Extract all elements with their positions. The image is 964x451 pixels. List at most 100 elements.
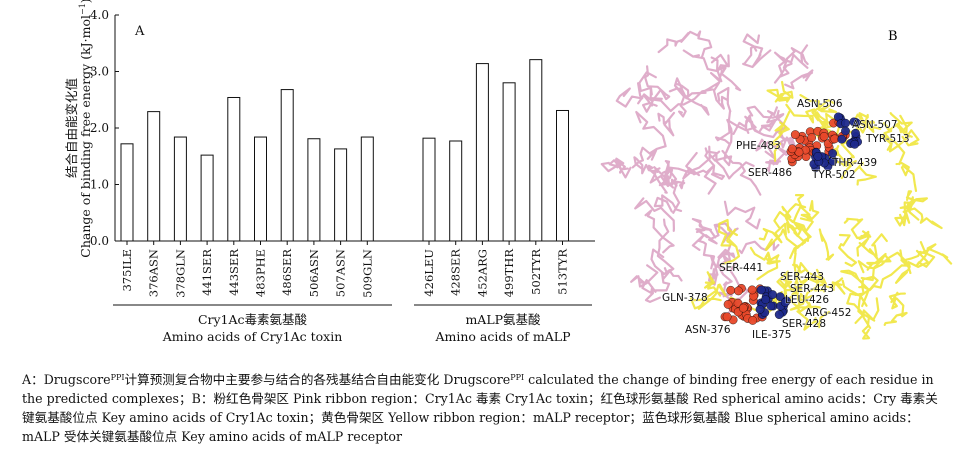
bar	[200, 154, 214, 242]
blue-sphere	[841, 118, 850, 128]
y-tick-label: 3.0	[90, 65, 109, 79]
panel-a-label: A	[134, 24, 145, 39]
bar	[173, 136, 187, 242]
red-sphere	[722, 312, 732, 322]
x-tick-label: 426LEU	[422, 249, 436, 297]
bar	[307, 138, 321, 242]
panel-b-label: B	[888, 29, 898, 44]
x-tick-label: 376ASN	[147, 249, 161, 297]
group-label-en: Amino acids of Cry1Ac toxin	[162, 329, 343, 344]
red-sphere	[723, 299, 733, 309]
residue-label: SER-428	[782, 318, 826, 330]
y-axis-label: 结合自由能变化值 Change of binding free energy (…	[64, 0, 93, 258]
bars	[120, 59, 569, 242]
x-tick-label: 378GLN	[173, 249, 187, 298]
group-label-en: Amino acids of mALP	[435, 329, 571, 344]
red-sphere	[819, 131, 829, 141]
red-sphere	[787, 144, 797, 154]
blue-sphere	[766, 301, 776, 311]
yellow-ribbon-malp	[689, 80, 953, 340]
y-axis-label-sup: −1	[78, 3, 87, 15]
bar	[556, 109, 569, 242]
y-axis-label-en: Change of binding free energy (kJ·mol	[78, 15, 93, 258]
x-tick-label: 506ASN	[307, 249, 321, 297]
residue-label: SER-443	[790, 283, 834, 295]
x-tick-label: 441SER	[200, 249, 214, 296]
residue-label: ASN-507	[852, 119, 898, 131]
figure: A 结合自由能变化值 Change of binding free energy…	[64, 0, 953, 344]
red-sphere	[794, 147, 804, 157]
svg-text:结合自由能变化值: 结合自由能变化值	[64, 78, 79, 178]
x-tick-label: 499THR	[502, 249, 516, 298]
residue-label: SER-486	[748, 167, 792, 179]
blue-sphere	[841, 126, 850, 136]
figure-caption: A：DrugscorePPI计算预测复合物中主要参与结合的各残基结合自由能变化 …	[22, 370, 947, 446]
bar	[360, 136, 374, 242]
y-axis-label-end: )	[78, 0, 93, 3]
residue-label: SER-443	[780, 271, 824, 283]
red-sphere	[734, 286, 743, 296]
residue-spheres	[720, 112, 862, 325]
residue-label: ASN-376	[685, 324, 731, 336]
red-sphere	[738, 303, 748, 313]
residue-label: ARG-452	[805, 307, 851, 319]
residue-label: ASN-506	[797, 98, 843, 110]
group-labels: Cry1Ac毒素氨基酸 Amino acids of Cry1Ac toxin mA…	[113, 304, 592, 344]
residue-label: TYR-513	[865, 133, 910, 145]
svg-text:Change of binding free energy: Change of binding free energy (kJ·mol−1)	[78, 0, 93, 258]
x-tick-label: 483PHE	[254, 249, 268, 297]
blue-sphere	[774, 310, 784, 319]
residue-label: TYR-502	[811, 169, 856, 181]
y-axis-label-cn: 结合自由能变化值	[64, 78, 79, 178]
x-tick-label: 452ARG	[475, 249, 489, 297]
x-tick-label: 428SER	[449, 249, 463, 296]
blue-sphere	[780, 297, 790, 307]
residue-labels: ASN-506 ASN-507 TYR-513 PHE-483 THR-439 SER-4…	[662, 98, 910, 342]
blue-sphere	[837, 134, 847, 144]
bar	[227, 96, 241, 242]
yellow-ribbon-path	[689, 80, 953, 340]
residue-label: ILE-375	[752, 329, 791, 341]
group-label-cn: Cry1Ac毒素氨基酸	[198, 312, 308, 327]
x-tick-label: 502TYR	[529, 249, 543, 295]
bar	[120, 143, 134, 242]
bar	[475, 63, 489, 242]
x-tick-label: 443SER	[227, 249, 241, 296]
bar	[147, 111, 161, 242]
caption-part-3: calculated the change of binding free en…	[22, 372, 938, 444]
bar	[422, 137, 436, 242]
y-tick-label: 1.0	[90, 178, 109, 192]
x-tick-label: 507ASN	[334, 249, 348, 297]
residue-label: PHE-483	[736, 140, 781, 152]
caption-sup-2: PPI	[510, 373, 525, 382]
panel-a-bar-chart: A 结合自由能变化值 Change of binding free energy…	[64, 0, 595, 344]
x-tick-label: 486SER	[280, 249, 294, 296]
bar	[254, 136, 267, 242]
panel-b-protein-structure: B ASN-506 ASN-507 TYR-513 PHE-483 THR-439 SER…	[600, 29, 953, 342]
bar	[502, 82, 516, 242]
red-sphere	[748, 315, 758, 325]
bar	[334, 148, 348, 242]
x-tick-labels: 375ILE 376ASN 378GLN 441SER 443SER 483PHE 486S…	[120, 241, 570, 298]
y-tick-label: 0.0	[90, 234, 109, 248]
residue-label: THR-439	[831, 157, 877, 169]
caption-sup-1: PPI	[110, 373, 125, 382]
blue-sphere	[756, 285, 766, 295]
y-tick-label: 2.0	[90, 121, 109, 135]
red-sphere	[726, 285, 736, 295]
red-sphere	[790, 130, 800, 140]
residue-label: LEU-426	[785, 294, 829, 306]
caption-part-2: 计算预测复合物中主要参与结合的各残基结合自由能变化 Drugscore	[124, 372, 511, 387]
blue-sphere	[768, 290, 777, 299]
blue-sphere	[828, 149, 837, 158]
bar	[449, 140, 463, 242]
group-label-cn: mALP氨基酸	[465, 312, 541, 327]
blue-sphere	[761, 295, 770, 304]
residue-label: SER-441	[719, 262, 763, 274]
x-tick-label: 513TYR	[556, 249, 570, 295]
red-sphere	[807, 133, 816, 143]
blue-sphere	[851, 128, 860, 138]
residue-label: GLN-378	[662, 292, 708, 304]
bar	[529, 59, 543, 242]
red-sphere	[747, 285, 757, 295]
